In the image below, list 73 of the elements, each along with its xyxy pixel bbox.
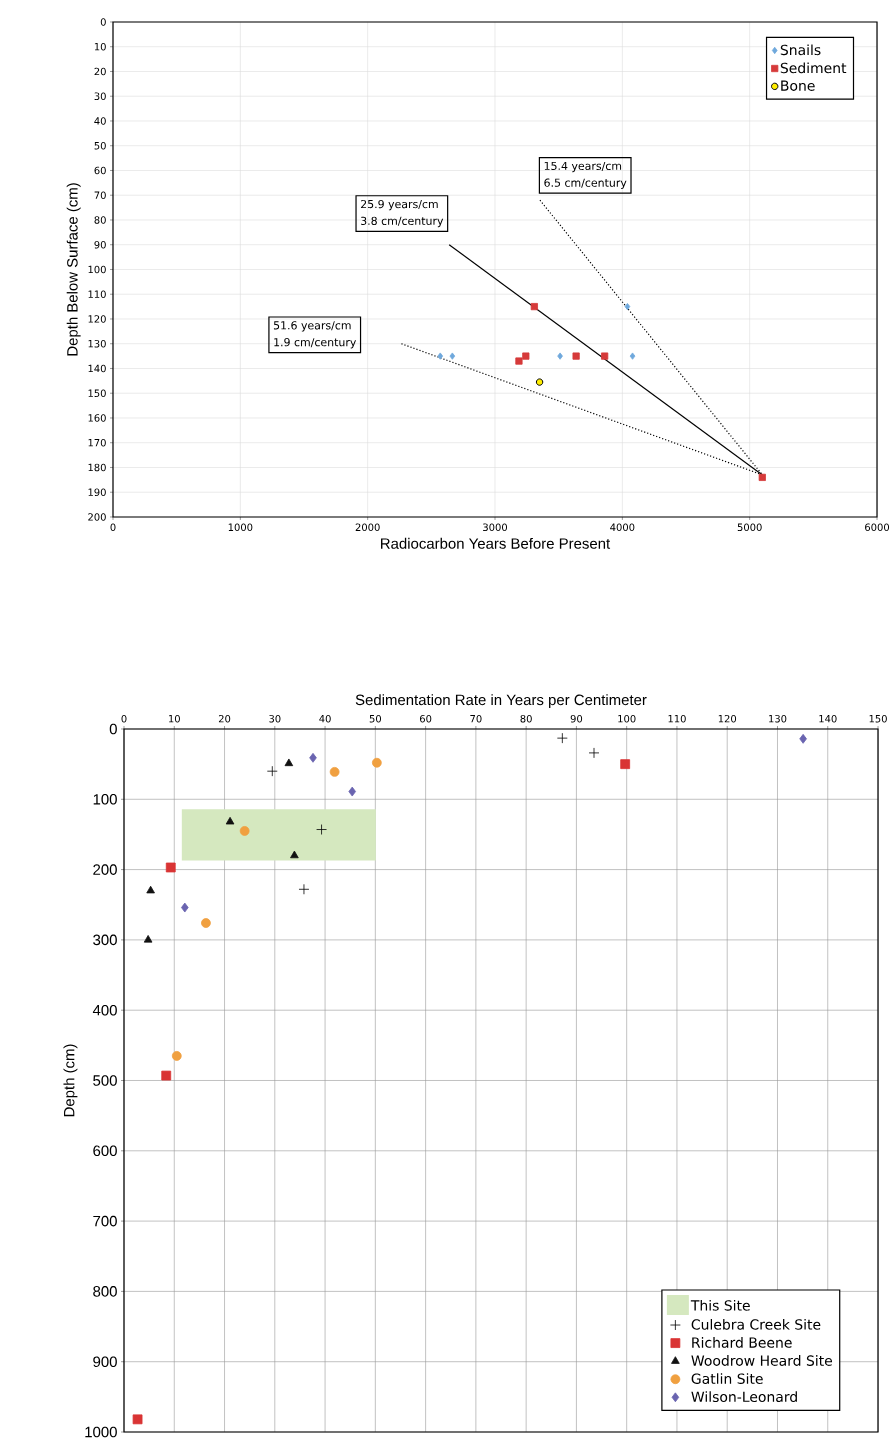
y-tick-label: 80 bbox=[94, 216, 106, 224]
y-tick-label: 0 bbox=[100, 18, 106, 26]
x-tick-label: 50 bbox=[369, 714, 382, 723]
legend-label: Gatlin Site bbox=[691, 1373, 763, 1384]
y-tick-label: 900 bbox=[93, 1356, 117, 1367]
y-tick-label: 140 bbox=[88, 364, 106, 373]
y-tick-label: 100 bbox=[88, 265, 106, 274]
x-tick-label: 10 bbox=[169, 714, 180, 723]
y-tick-label: 600 bbox=[93, 1145, 117, 1157]
legend-label: Snails bbox=[780, 44, 821, 56]
x-axis-title: Sedimentation Rate in Years per Centimeter bbox=[355, 694, 647, 709]
annotation: 3.8 cm/century bbox=[361, 216, 444, 228]
x-tick-label: 110 bbox=[668, 714, 686, 723]
x-tick-label: 4000 bbox=[610, 523, 635, 532]
y-tick-label: 10 bbox=[94, 42, 106, 51]
x-tick-label: 80 bbox=[520, 714, 532, 723]
x-tick-label: 120 bbox=[718, 714, 737, 723]
legend-label: Richard Beene bbox=[692, 1337, 792, 1348]
y-tick-label: 1000 bbox=[85, 1426, 117, 1438]
x-tick-label: 3000 bbox=[483, 523, 508, 532]
annotation: 15.4 years/cm bbox=[544, 161, 622, 173]
legend-label: Woodrow Heard Site bbox=[691, 1355, 833, 1366]
y-tick-label: 130 bbox=[88, 339, 106, 348]
y-tick-label: 800 bbox=[93, 1286, 117, 1297]
y-tick-label: 180 bbox=[88, 463, 106, 472]
legend-label: Bone bbox=[781, 80, 815, 91]
x-tick-label: 150 bbox=[869, 714, 887, 723]
y-tick-label: 0 bbox=[109, 723, 117, 735]
x-tick-label: 20 bbox=[218, 714, 231, 723]
x-tick-label: 5000 bbox=[737, 523, 762, 532]
x-tick-label: 30 bbox=[269, 714, 281, 723]
x-tick-label: 130 bbox=[769, 714, 787, 723]
x-tick-label: 140 bbox=[819, 714, 837, 723]
x-tick-label: 1000 bbox=[228, 523, 253, 532]
y-tick-label: 200 bbox=[88, 513, 106, 521]
legend-label: This Site bbox=[690, 1299, 750, 1311]
annotation: 6.5 cm/century bbox=[544, 178, 627, 189]
y-tick-label: 700 bbox=[93, 1215, 117, 1227]
y-tick-label: 500 bbox=[93, 1075, 117, 1086]
y-axis-title: Depth Below Surface (cm) bbox=[66, 183, 81, 356]
y-tick-label: 150 bbox=[88, 389, 106, 397]
y-tick-label: 400 bbox=[92, 1004, 117, 1016]
y-tick-label: 30 bbox=[94, 92, 106, 100]
x-tick-label: 6000 bbox=[865, 523, 890, 532]
x-tick-label: 100 bbox=[618, 714, 636, 723]
y-axis-title: Depth (cm) bbox=[63, 1044, 78, 1117]
annotation: 1.9 cm/century bbox=[274, 338, 357, 349]
legend-label: Culebra Creek Site bbox=[691, 1318, 821, 1330]
legend-label: Wilson-Leonard bbox=[691, 1391, 797, 1403]
legend-label: Sediment bbox=[780, 62, 847, 74]
y-tick-label: 50 bbox=[94, 141, 106, 150]
y-tick-label: 90 bbox=[94, 240, 106, 249]
y-tick-label: 170 bbox=[88, 438, 106, 447]
x-tick-label: 90 bbox=[570, 714, 583, 723]
y-tick-label: 300 bbox=[93, 934, 117, 946]
annotation: 51.6 years/cm bbox=[273, 321, 351, 332]
y-tick-label: 20 bbox=[94, 67, 106, 76]
y-tick-label: 190 bbox=[88, 488, 106, 496]
y-tick-label: 120 bbox=[88, 315, 106, 323]
y-tick-label: 110 bbox=[88, 290, 106, 298]
x-tick-label: 0 bbox=[121, 714, 127, 723]
y-tick-label: 100 bbox=[93, 794, 117, 805]
y-tick-label: 60 bbox=[94, 166, 106, 175]
y-tick-label: 40 bbox=[94, 117, 106, 125]
y-tick-label: 200 bbox=[93, 864, 117, 875]
x-tick-label: 40 bbox=[319, 714, 331, 723]
annotation: 25.9 years/cm bbox=[361, 199, 438, 211]
x-tick-label: 60 bbox=[419, 714, 432, 723]
x-tick-label: 2000 bbox=[355, 523, 380, 532]
x-axis-title: Radiocarbon Years Before Present bbox=[381, 537, 611, 549]
y-tick-label: 70 bbox=[94, 191, 106, 199]
y-tick-label: 160 bbox=[88, 414, 106, 422]
x-tick-label: 70 bbox=[470, 714, 482, 723]
